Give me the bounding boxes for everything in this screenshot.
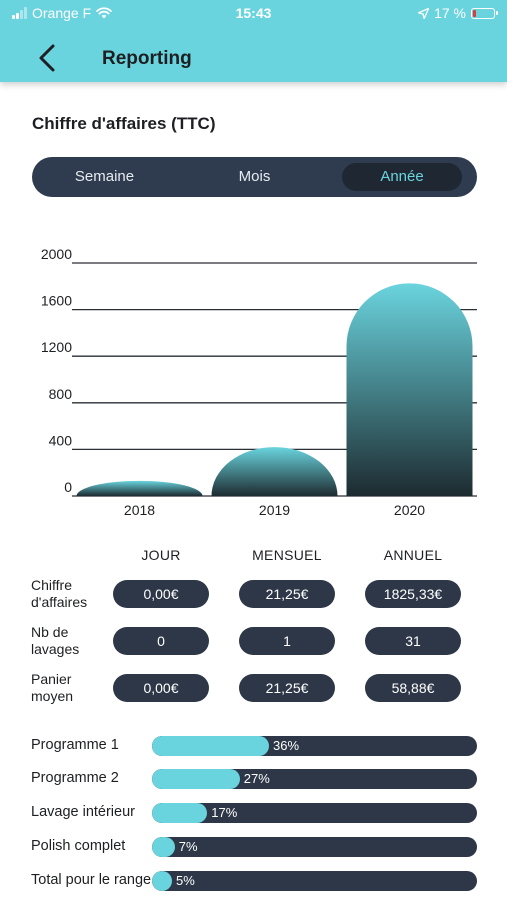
y-tick-label: 1600	[41, 293, 72, 309]
kpi-value: 58,88€	[365, 674, 461, 702]
y-tick-label: 400	[49, 432, 73, 448]
y-tick-label: 0	[64, 479, 72, 495]
page-title: Reporting	[102, 48, 192, 69]
signal-icon	[12, 7, 27, 19]
revenue-bar-chart: 0 400 800 1200 1600 2000 2018 2019 2020	[41, 246, 477, 518]
kpi-row-label-chiffre: Chiffre d'affaires	[31, 577, 88, 610]
program-percentage: 17%	[211, 805, 238, 820]
tab-annee[interactable]: Année	[342, 163, 462, 191]
x-tick-label: 2020	[394, 502, 425, 518]
program-progress-fill	[152, 871, 172, 891]
back-arrow-icon[interactable]	[34, 42, 60, 74]
kpi-value: 0,00€	[113, 580, 209, 608]
section-title: Chiffre d'affaires (TTC)	[32, 114, 216, 133]
battery-icon	[471, 7, 498, 19]
period-segmented-control: Semaine Mois Année	[32, 157, 477, 197]
program-progress-bar: 5%	[152, 871, 477, 891]
kpi-value: 0	[113, 627, 209, 655]
status-bar: Orange F 15:43 17 %	[0, 5, 507, 25]
kpi-row-label-panier: Panier moyen	[31, 671, 74, 704]
x-tick-label: 2019	[259, 502, 290, 518]
kpi-column-jour: JOUR	[141, 547, 181, 563]
program-label: Programme 2	[31, 770, 119, 786]
kpi-value: 21,25€	[239, 674, 335, 702]
kpi-value: 21,25€	[239, 580, 335, 608]
y-tick-label: 2000	[41, 246, 72, 262]
location-arrow-icon	[418, 7, 430, 19]
bar-2020	[346, 283, 473, 496]
y-tick-label: 1200	[41, 339, 72, 355]
y-tick-label: 800	[49, 386, 73, 402]
battery-percentage: 17 %	[434, 5, 466, 21]
clock: 15:43	[235, 5, 272, 21]
kpi-column-mensuel: MENSUEL	[252, 547, 322, 563]
bar-2018	[76, 480, 203, 496]
program-percentage: 5%	[176, 873, 195, 888]
kpi-row-label-lavages: Nb de lavages	[31, 624, 80, 657]
program-progress-fill	[152, 769, 240, 789]
wifi-icon	[96, 7, 112, 19]
program-progress-bar: 7%	[152, 837, 477, 857]
program-percentage: 36%	[273, 738, 300, 753]
tab-semaine[interactable]: Semaine	[74, 168, 135, 185]
program-percentage: 7%	[178, 839, 198, 854]
kpi-value: 1825,33€	[365, 580, 461, 608]
program-progress-fill	[152, 837, 175, 857]
kpi-value: 1	[239, 627, 335, 655]
kpi-column-annuel: ANNUEL	[383, 547, 443, 563]
kpi-value: 31	[365, 627, 461, 655]
program-progress-bar: 36%	[152, 736, 477, 756]
x-tick-label: 2018	[124, 502, 155, 518]
program-percentage: 27%	[243, 771, 270, 786]
program-label: Total pour le range	[31, 872, 152, 888]
program-label: Polish complet	[31, 838, 126, 854]
app-header: Orange F 15:43 17 % Reporting	[0, 0, 507, 82]
program-progress-bar: 17%	[152, 803, 477, 823]
program-progress-fill	[152, 803, 208, 823]
bar-2019	[211, 447, 338, 496]
kpi-value: 0,00€	[113, 674, 209, 702]
program-label: Lavage intérieur	[31, 804, 135, 820]
program-label: Programme 1	[31, 737, 119, 753]
program-progress-fill	[152, 736, 269, 756]
tab-mois[interactable]: Mois	[238, 168, 271, 185]
program-progress-bar: 27%	[152, 769, 477, 789]
carrier-name: Orange F	[32, 5, 92, 21]
